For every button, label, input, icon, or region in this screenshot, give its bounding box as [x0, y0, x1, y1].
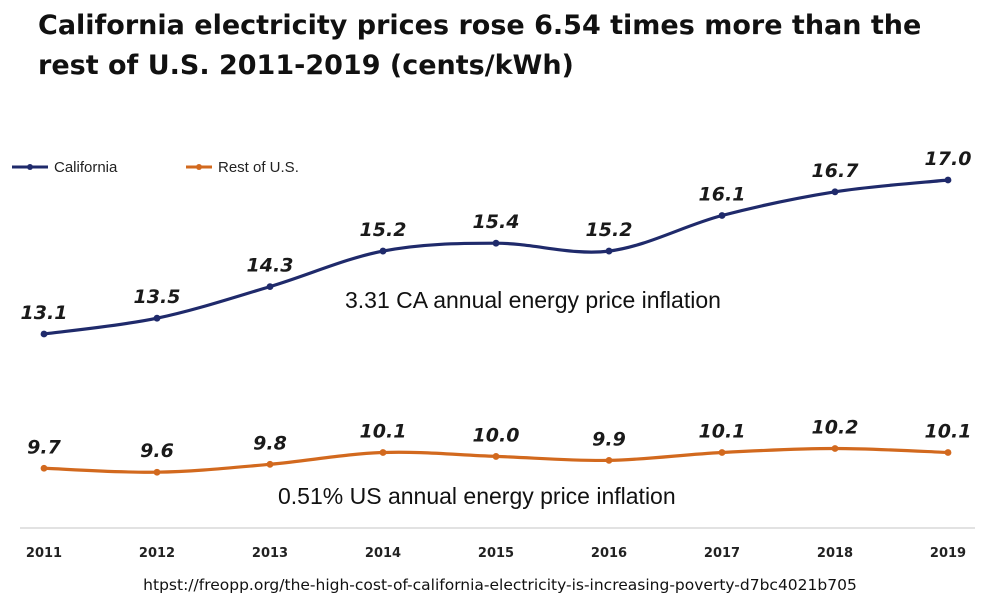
legend-marker-rest-of-us — [196, 164, 202, 170]
data-point-california-2019 — [944, 176, 952, 184]
x-tick-label-2011: 2011 — [26, 546, 62, 561]
data-label-rest-of-u-s-2014: 10.1 — [360, 420, 407, 442]
data-label-rest-of-u-s-2011: 9.7 — [27, 436, 61, 458]
data-point-california-2011 — [40, 330, 48, 338]
data-label-california-2013: 14.3 — [247, 255, 294, 277]
data-point-california-2013 — [266, 283, 274, 291]
data-point-rest-of-u-s-2014 — [379, 449, 387, 456]
annotation-us-inflation: 0.51% US annual energy price inflation — [278, 483, 676, 509]
chart-title: California electricity prices rose 6.54 … — [38, 10, 922, 81]
legend-marker-california — [27, 164, 33, 170]
data-point-california-2016 — [605, 247, 613, 255]
data-point-rest-of-u-s-2017 — [718, 449, 726, 456]
data-point-rest-of-u-s-2018 — [831, 445, 839, 452]
series-layer: 13.113.514.315.2 15.4 15.216.116.717.09.7 9… — [21, 148, 972, 476]
source-citation: htpst://freopp.org/the-high-cost-of-cali… — [143, 576, 857, 594]
data-label-california-2012: 13.5 — [134, 286, 181, 308]
data-point-rest-of-u-s-2012 — [153, 468, 161, 476]
x-tick-label-2016: 2016 — [591, 546, 627, 561]
series-line-rest-of-u-s — [42, 446, 950, 474]
x-tick-label-2013: 2013 — [252, 546, 288, 561]
annotation-ca-inflation: 3.31 CA annual energy price inflation — [345, 287, 721, 313]
data-point-california-2015 — [492, 239, 500, 247]
x-tick-label-2015: 2015 — [478, 546, 514, 561]
data-point-california-2017 — [718, 212, 726, 219]
data-label-california-2018: 16.7 — [812, 160, 860, 182]
legend-item-rest-of-us: Rest of U.S. — [186, 159, 299, 176]
data-point-rest-of-u-s-2011 — [40, 464, 48, 472]
data-label-rest-of-u-s-2019: 10.1 — [925, 420, 972, 442]
data-point-rest-of-u-s-2016 — [605, 456, 613, 464]
x-axis-ticks: 2011 2012 2013 2014 2015 2016 2017 2018 2019 — [26, 546, 966, 561]
legend-label-rest-of-us: Rest of U.S. — [218, 159, 299, 176]
data-label-rest-of-u-s-2016: 9.9 — [592, 428, 626, 450]
legend: California Rest of U.S. — [12, 159, 299, 176]
data-label-california-2014: 15.2 — [360, 219, 407, 241]
data-label-rest-of-u-s-2018: 10.2 — [812, 417, 859, 439]
data-point-rest-of-u-s-2015 — [492, 453, 500, 460]
data-label-california-2015: 15.4 — [473, 211, 520, 233]
data-point-california-2014 — [379, 247, 387, 255]
data-point-rest-of-u-s-2019 — [944, 449, 952, 456]
x-tick-label-2012: 2012 — [139, 546, 175, 561]
series-rest-of-u-s: 9.7 9.6 9.8 10.1 10.0 9.9 10.1 10.2 10.1 — [27, 417, 971, 476]
x-tick-label-2019: 2019 — [930, 546, 966, 561]
data-label-rest-of-u-s-2012: 9.6 — [140, 440, 174, 462]
data-label-rest-of-u-s-2015: 10.0 — [473, 424, 520, 446]
series-california: 13.1 13.5 14.3 15.2 15.4 15.2 16.1 16.7 17.0 — [21, 148, 972, 338]
data-point-california-2018 — [831, 188, 839, 196]
data-label-california-2017: 16.1 — [699, 184, 746, 206]
x-tick-label-2017: 2017 — [704, 546, 740, 561]
data-point-california-2012 — [153, 314, 161, 322]
legend-item-california: California — [12, 159, 118, 176]
data-label-california-2016: 15.2 — [586, 219, 633, 241]
data-label-california-2019: 17.0 — [925, 148, 972, 170]
data-label-rest-of-u-s-2017: 10.1 — [699, 420, 746, 442]
data-point-rest-of-u-s-2013 — [266, 460, 274, 468]
legend-label-california: California — [54, 159, 118, 176]
x-tick-label-2018: 2018 — [817, 546, 853, 561]
data-label-rest-of-u-s-2013: 9.8 — [253, 432, 287, 454]
x-tick-label-2014: 2014 — [365, 546, 401, 561]
data-label-california-2011: 13.1 — [21, 302, 68, 324]
